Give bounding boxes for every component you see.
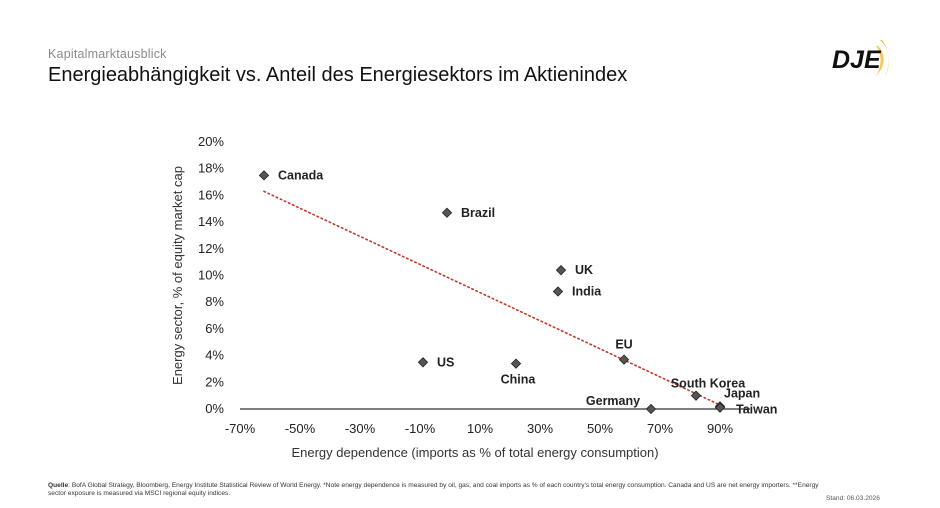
y-tick-label: 12% bbox=[198, 241, 224, 256]
data-point bbox=[645, 403, 657, 415]
kicker: Kapitalmarktausblick bbox=[48, 47, 167, 61]
dje-logo-graphic: DJE bbox=[832, 40, 890, 78]
data-point-label: UK bbox=[575, 263, 593, 277]
y-axis-label: Energy sector, % of equity market cap bbox=[170, 166, 185, 385]
data-point-label: Japan bbox=[724, 386, 760, 400]
data-point-label: EU bbox=[615, 338, 632, 352]
data-point-label: China bbox=[501, 373, 537, 387]
y-tick-label: 0% bbox=[205, 401, 224, 416]
x-tick-label: -30% bbox=[345, 421, 376, 436]
x-tick-label: -10% bbox=[405, 421, 436, 436]
data-point bbox=[618, 354, 630, 365]
data-point bbox=[441, 207, 453, 218]
data-point bbox=[552, 286, 564, 297]
data-point-label: India bbox=[572, 285, 602, 299]
x-axis: -70% -50% -30% -10% 10% 30% 50% 70% 90% bbox=[225, 408, 750, 436]
x-axis-label: Energy dependence (imports as % of total… bbox=[291, 445, 658, 460]
x-tick-label: 70% bbox=[647, 421, 673, 436]
trendline bbox=[263, 190, 721, 406]
data-point bbox=[258, 170, 270, 181]
scatter-chart: 0% 2% 4% 6% 8% 10% 12% 14% 16% 18% 20% -70% -50% -30… bbox=[170, 134, 777, 460]
data-point-label: Canada bbox=[278, 168, 324, 182]
y-tick-label: 18% bbox=[198, 161, 224, 176]
y-tick-label: 6% bbox=[205, 321, 224, 336]
x-tick-label: 50% bbox=[587, 421, 613, 436]
trendline-layer bbox=[263, 190, 721, 406]
x-tick-label: -70% bbox=[225, 421, 256, 436]
y-tick-label: 10% bbox=[198, 268, 224, 283]
y-tick-label: 14% bbox=[198, 214, 224, 229]
stand-date: Stand: 06.03.2026 bbox=[826, 495, 880, 502]
data-point bbox=[555, 264, 567, 276]
points-layer: Canada Brazil UK India EU US China South KoreaJ… bbox=[258, 168, 777, 417]
data-point-label: Germany bbox=[586, 394, 640, 408]
data-point-label: Taiwan bbox=[736, 403, 777, 417]
x-tick-label: -50% bbox=[285, 421, 316, 436]
source-label: Quelle bbox=[48, 482, 69, 489]
y-tick-label: 2% bbox=[205, 374, 224, 389]
y-tick-label: 16% bbox=[198, 187, 224, 202]
data-point bbox=[690, 390, 702, 401]
logo-text: DJE bbox=[832, 46, 882, 74]
page-title: Energieabhängigkeit vs. Anteil des Energ… bbox=[48, 64, 628, 86]
data-point bbox=[417, 357, 429, 368]
x-tick-label: 30% bbox=[527, 421, 553, 436]
logo-swoosh-inner bbox=[876, 46, 884, 76]
source-footnote: Quelle: BofA Global Strategy, Bloomberg,… bbox=[48, 482, 828, 498]
dje-logo: DJE bbox=[830, 34, 900, 82]
x-tick-label: 10% bbox=[467, 421, 493, 436]
data-point-label: Brazil bbox=[461, 206, 495, 220]
y-tick-label: 8% bbox=[205, 294, 224, 309]
data-point-label: US bbox=[437, 355, 454, 369]
x-tick-label: 90% bbox=[707, 421, 733, 436]
data-point-label: South Korea bbox=[671, 377, 746, 391]
data-point bbox=[510, 358, 522, 369]
data-point bbox=[714, 402, 726, 413]
source-text: : BofA Global Strategy, Bloomberg, Energ… bbox=[48, 482, 819, 497]
y-tick-label: 4% bbox=[205, 348, 224, 363]
y-axis: 0% 2% 4% 6% 8% 10% 12% 14% 16% 18% 20% bbox=[198, 134, 224, 416]
y-tick-label: 20% bbox=[198, 134, 224, 149]
